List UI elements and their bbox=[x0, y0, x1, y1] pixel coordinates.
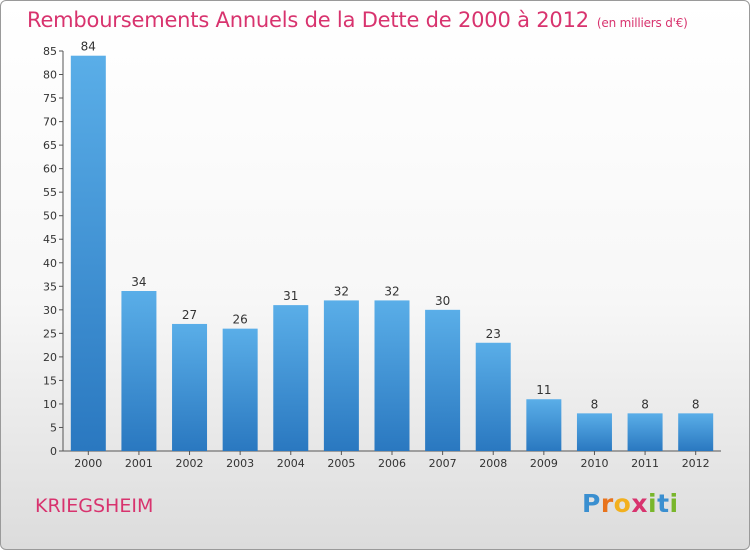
x-tick-label: 2003 bbox=[226, 457, 254, 470]
logo-letter: i bbox=[648, 489, 658, 518]
bar-value-label: 34 bbox=[131, 275, 146, 289]
y-tick-label: 10 bbox=[43, 398, 57, 411]
bar-value-label: 11 bbox=[536, 383, 551, 397]
x-tick-label: 2008 bbox=[479, 457, 507, 470]
bar[interactable] bbox=[70, 55, 106, 452]
x-tick-label: 2001 bbox=[125, 457, 153, 470]
proxiti-logo[interactable]: Proxiti bbox=[582, 489, 679, 518]
y-tick-label: 25 bbox=[43, 327, 57, 340]
y-tick-label: 0 bbox=[50, 445, 57, 458]
bar[interactable] bbox=[475, 342, 511, 451]
y-tick-label: 60 bbox=[43, 163, 57, 176]
bar[interactable] bbox=[576, 413, 612, 451]
bar[interactable] bbox=[273, 305, 309, 451]
x-tick-label: 2005 bbox=[327, 457, 355, 470]
x-tick-label: 2000 bbox=[74, 457, 102, 470]
y-tick-label: 50 bbox=[43, 210, 57, 223]
x-tick-label: 2009 bbox=[530, 457, 558, 470]
chart-title-text: Remboursements Annuels de la Dette de 20… bbox=[27, 8, 589, 32]
logo-letter: P bbox=[582, 489, 601, 518]
bar-value-label: 8 bbox=[641, 397, 649, 411]
x-tick-label: 2006 bbox=[378, 457, 406, 470]
chart-unit: (en milliers d'€) bbox=[596, 16, 688, 30]
bar-value-label: 30 bbox=[435, 294, 450, 308]
bar[interactable] bbox=[627, 413, 663, 451]
y-tick-label: 65 bbox=[43, 139, 57, 152]
logo-letter: t bbox=[657, 489, 670, 518]
town-name: KRIEGSHEIM bbox=[35, 495, 154, 517]
bar[interactable] bbox=[172, 323, 208, 451]
bar[interactable] bbox=[678, 413, 714, 451]
chart-title: Remboursements Annuels de la Dette de 20… bbox=[27, 8, 688, 32]
bar[interactable] bbox=[121, 291, 157, 451]
bar-value-label: 23 bbox=[486, 327, 501, 341]
bar[interactable] bbox=[374, 300, 410, 451]
bar-value-label: 26 bbox=[233, 313, 248, 327]
y-tick-label: 85 bbox=[43, 45, 57, 58]
bar-value-label: 27 bbox=[182, 308, 197, 322]
y-tick-label: 40 bbox=[43, 257, 57, 270]
logo-letter: r bbox=[600, 489, 614, 518]
x-tick-label: 2007 bbox=[429, 457, 457, 470]
y-tick-label: 5 bbox=[50, 421, 57, 434]
x-tick-label: 2011 bbox=[631, 457, 659, 470]
bar[interactable] bbox=[526, 399, 562, 451]
x-tick-label: 2002 bbox=[176, 457, 204, 470]
logo-letter: x bbox=[631, 489, 648, 518]
y-tick-label: 20 bbox=[43, 351, 57, 364]
bar[interactable] bbox=[425, 309, 461, 451]
bar-value-label: 32 bbox=[384, 284, 399, 298]
y-tick-label: 45 bbox=[43, 233, 57, 246]
x-tick-label: 2010 bbox=[580, 457, 608, 470]
y-tick-label: 15 bbox=[43, 374, 57, 387]
bar-value-label: 8 bbox=[692, 397, 700, 411]
bar-value-label: 32 bbox=[334, 284, 349, 298]
y-tick-label: 35 bbox=[43, 280, 57, 293]
y-tick-label: 80 bbox=[43, 69, 57, 82]
y-tick-label: 75 bbox=[43, 92, 57, 105]
x-tick-label: 2004 bbox=[277, 457, 305, 470]
bar[interactable] bbox=[323, 300, 359, 451]
bar[interactable] bbox=[222, 328, 258, 451]
logo-letter: o bbox=[613, 489, 632, 518]
bar-value-label: 84 bbox=[81, 40, 96, 54]
y-tick-label: 30 bbox=[43, 304, 57, 317]
bar-value-label: 8 bbox=[591, 397, 599, 411]
x-tick-label: 2012 bbox=[682, 457, 710, 470]
logo-letter: i bbox=[669, 489, 679, 518]
y-tick-label: 70 bbox=[43, 116, 57, 129]
y-tick-label: 55 bbox=[43, 186, 57, 199]
bar-value-label: 31 bbox=[283, 289, 298, 303]
